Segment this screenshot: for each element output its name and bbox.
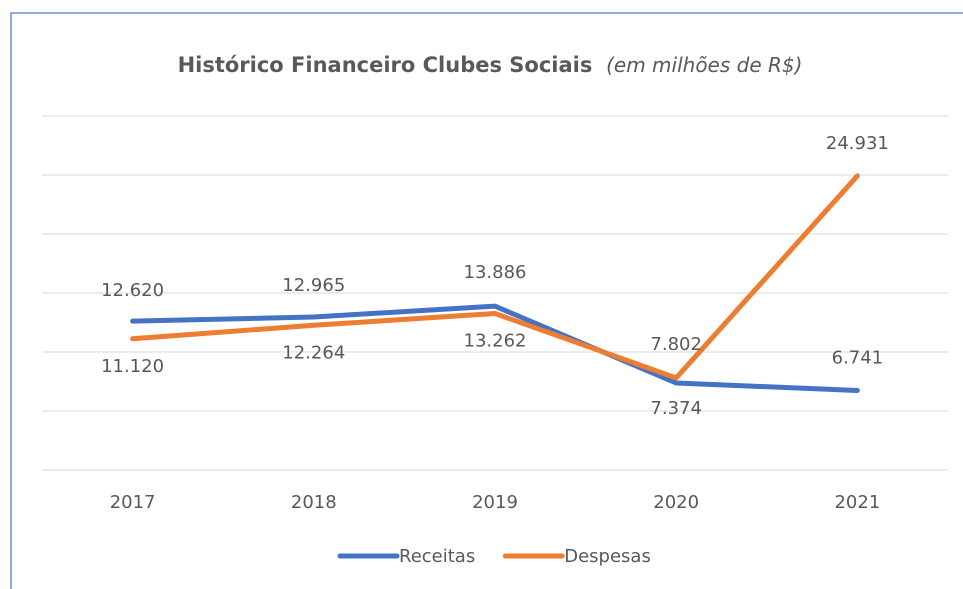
chart-title-group: Histórico Financeiro Clubes Sociais (em … xyxy=(178,53,803,78)
legend-label: Receitas xyxy=(399,546,475,567)
data-label: 11.120 xyxy=(101,356,164,377)
series-line xyxy=(130,173,860,381)
data-label: 12.264 xyxy=(282,342,345,363)
chart-frame xyxy=(10,12,963,589)
legend-label: Despesas xyxy=(564,546,651,567)
data-label: 7.374 xyxy=(650,398,702,419)
data-label: 6.741 xyxy=(832,347,884,368)
data-label: 12.620 xyxy=(101,280,164,301)
data-label: 7.802 xyxy=(650,334,702,355)
data-label: 13.262 xyxy=(464,331,527,352)
chart-title: Histórico Financeiro Clubes Sociais xyxy=(178,53,593,77)
x-tick-label: 2017 xyxy=(110,492,156,513)
x-tick-label: 2019 xyxy=(472,492,518,513)
chart-subtitle: (em milhões de R$) xyxy=(606,53,802,77)
data-label: 24.931 xyxy=(826,133,889,154)
data-label: 13.886 xyxy=(464,262,527,283)
x-tick-label: 2021 xyxy=(834,492,880,513)
x-tick-label: 2018 xyxy=(291,492,337,513)
x-tick-label: 2020 xyxy=(653,492,699,513)
data-label: 12.965 xyxy=(282,275,345,296)
series-line xyxy=(130,303,860,393)
